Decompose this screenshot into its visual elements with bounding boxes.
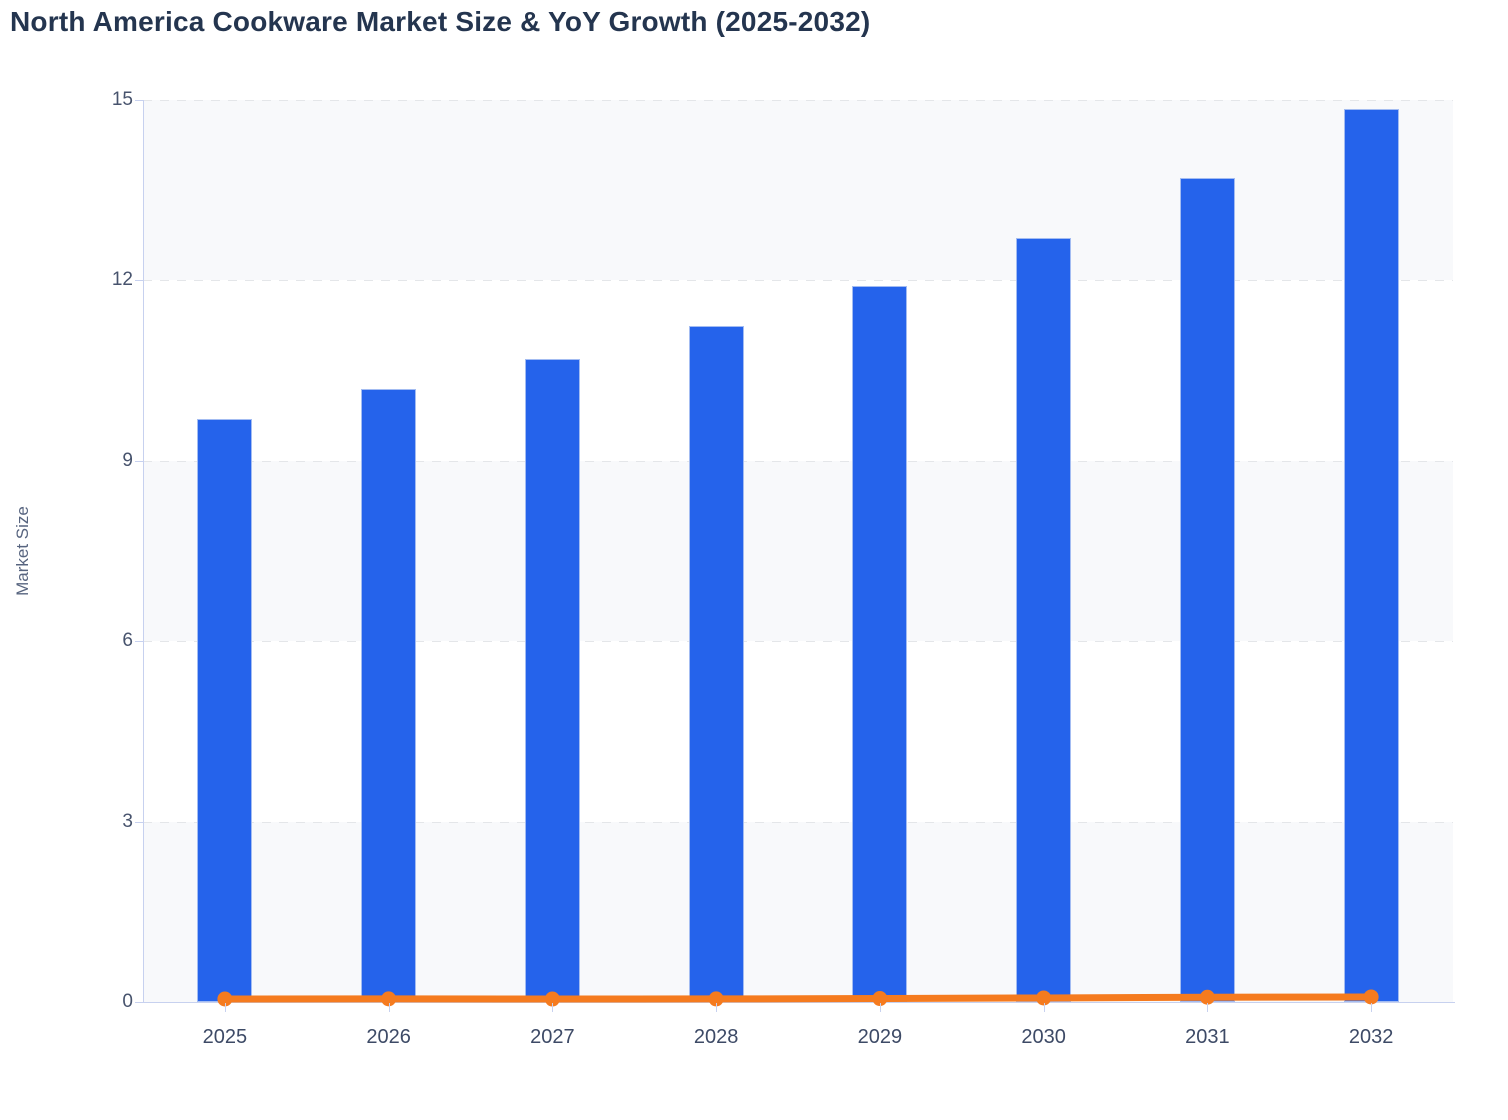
- yoy-growth-point-2029[interactable]: [872, 991, 888, 1007]
- bar-2029[interactable]: [852, 286, 908, 1002]
- x-axis-tick-label: 2026: [366, 1026, 411, 1048]
- y-axis-tick-label: 12: [111, 269, 133, 291]
- y-axis-title: Market Size: [13, 506, 32, 596]
- yoy-growth-point-2027[interactable]: [544, 991, 560, 1007]
- plot-area: [143, 100, 1455, 1007]
- yoy-growth-point-2026[interactable]: [381, 991, 397, 1007]
- bar-2031[interactable]: [1179, 178, 1235, 1002]
- x-axis-tick-label: 2029: [857, 1026, 903, 1048]
- yoy-growth-line-layer: [217, 989, 1379, 1007]
- gridline: [143, 100, 1453, 101]
- y-axis-tick-mark: [135, 641, 143, 643]
- y-axis-tick-mark: [135, 460, 143, 462]
- yoy-growth-point-2025[interactable]: [217, 991, 233, 1007]
- x-axis-tick-mark: [1043, 1003, 1045, 1012]
- bar-2030[interactable]: [1016, 238, 1072, 1002]
- y-axis-title-wrap: Market Size: [0, 100, 46, 1002]
- y-axis-tick-mark: [135, 280, 143, 282]
- gridline: [143, 641, 1453, 643]
- x-axis-tick-mark: [1371, 1003, 1373, 1012]
- x-axis-tick-label: 2025: [202, 1026, 248, 1048]
- x-axis-tick-mark: [879, 1003, 881, 1012]
- x-axis-tick-mark: [388, 1003, 390, 1012]
- bar-2032[interactable]: [1343, 109, 1399, 1002]
- x-axis-tick-label: 2030: [1021, 1026, 1066, 1048]
- x-axis-tick-label: 2028: [693, 1026, 739, 1048]
- yoy-growth-line: [221, 993, 1375, 1003]
- gridline: [143, 821, 1453, 823]
- yoy-growth-point-2030[interactable]: [1036, 990, 1052, 1006]
- yoy-growth-point-2031[interactable]: [1199, 989, 1215, 1005]
- y-axis-tick-label: 6: [122, 630, 133, 652]
- chart-title: North America Cookware Market Size & YoY…: [10, 6, 871, 37]
- x-axis-line: [143, 1002, 1455, 1003]
- x-axis-tick-label: 2027: [530, 1026, 575, 1048]
- y-axis-tick-label: 0: [122, 991, 133, 1012]
- gridline: [143, 460, 1453, 462]
- y-axis-tick-label: 3: [122, 810, 133, 832]
- y-axis-tick-label: 9: [122, 449, 133, 471]
- yoy-growth-point-2028[interactable]: [708, 991, 724, 1007]
- x-axis-tick-label: 2032: [1348, 1026, 1394, 1048]
- bar-2027[interactable]: [524, 358, 580, 1002]
- gridline: [143, 280, 1453, 282]
- y-axis-line: [143, 100, 144, 1002]
- x-axis-tick-mark: [224, 1003, 226, 1012]
- bar-2025[interactable]: [197, 418, 253, 1002]
- x-axis-tick-mark: [552, 1003, 554, 1012]
- x-axis-tick-mark: [1207, 1003, 1209, 1012]
- y-axis-tick-mark: [135, 821, 143, 823]
- x-axis-tick-label: 2031: [1185, 1026, 1230, 1048]
- y-axis-tick-mark: [135, 1002, 143, 1003]
- y-axis-tick-label: 15: [111, 89, 133, 110]
- x-axis-tick-mark: [716, 1003, 718, 1012]
- bar-2028[interactable]: [688, 325, 744, 1002]
- bar-2026[interactable]: [361, 388, 417, 1002]
- y-axis-tick-mark: [135, 100, 143, 101]
- yoy-growth-point-2032[interactable]: [1363, 989, 1379, 1005]
